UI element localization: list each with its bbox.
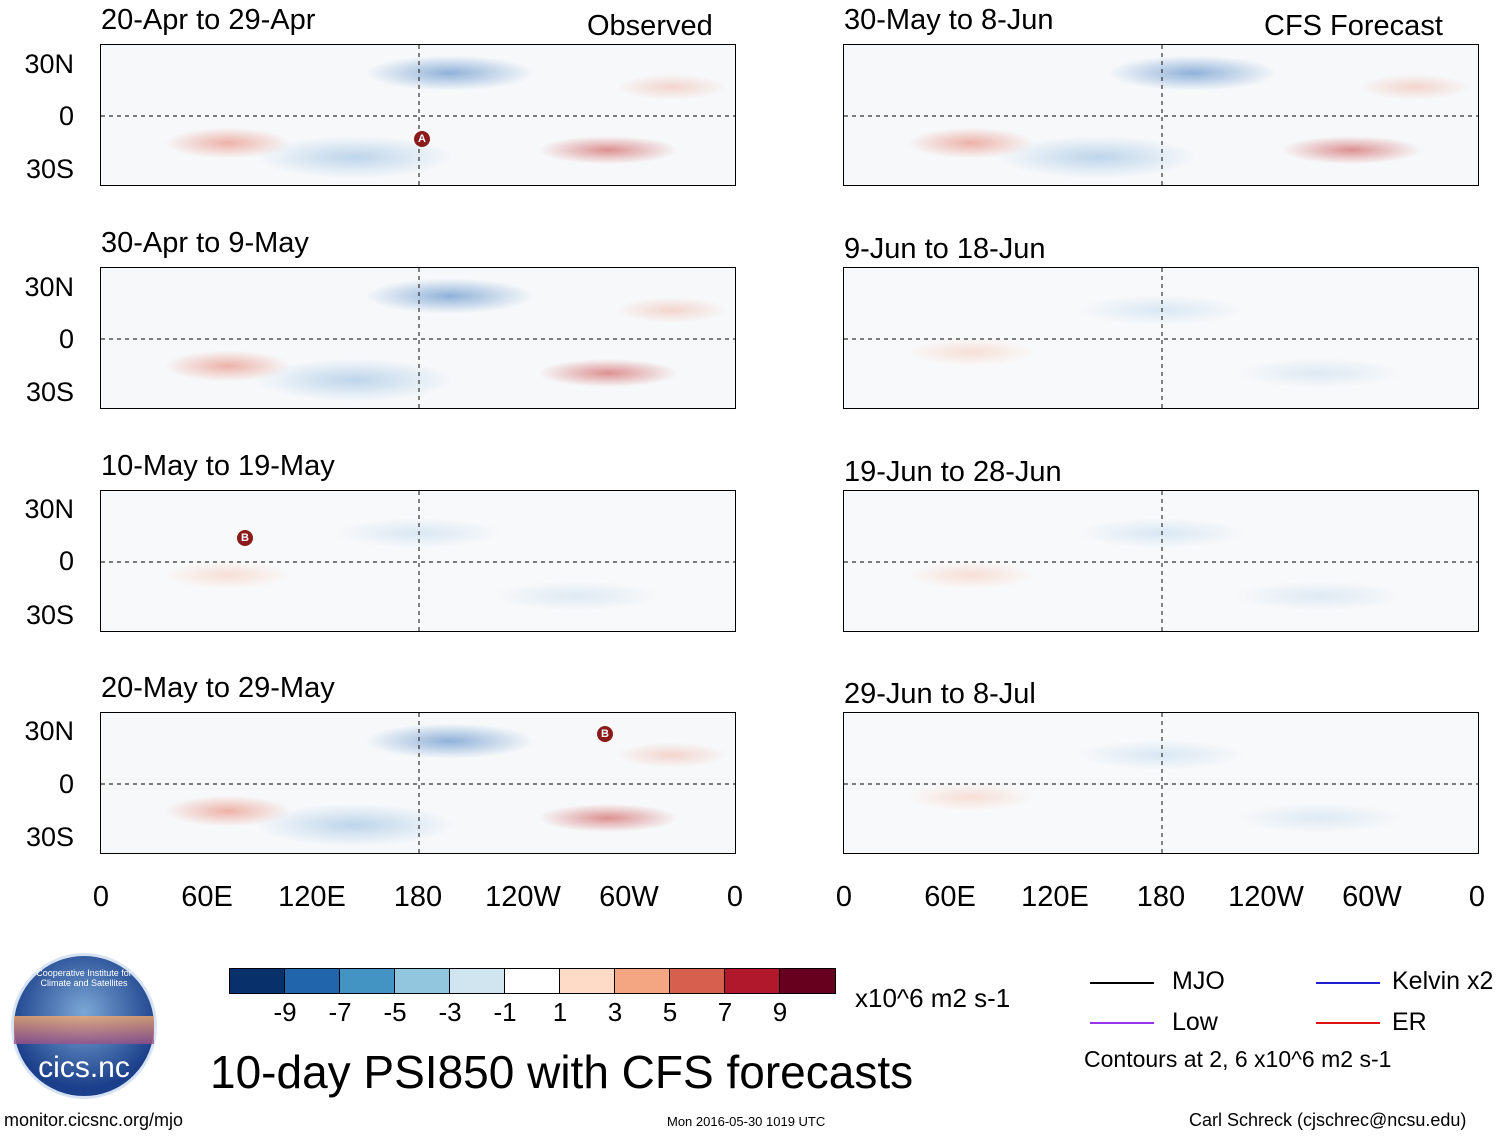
legend-low-line: [1090, 1022, 1154, 1024]
colorbar-tick: 3: [607, 997, 623, 1027]
logo-mountain: [14, 1016, 154, 1044]
colorbar-swatch: [450, 969, 505, 993]
map-panel-observed-1: [100, 44, 736, 186]
colorbar-swatch: [340, 969, 395, 993]
x-tick: 0: [835, 881, 853, 913]
colorbar-swatch: [230, 969, 285, 993]
panel-grid: [101, 713, 735, 853]
x-tick: 0: [726, 881, 744, 913]
map-panel-observed-4: [100, 712, 736, 854]
y-tick-30s: 30S: [25, 377, 74, 407]
main-title: 10-day PSI850 with CFS forecasts: [210, 1046, 914, 1098]
colorbar-tick: -5: [383, 997, 407, 1027]
colorbar-swatch: [505, 969, 560, 993]
forecast-label: CFS Forecast: [1264, 10, 1443, 42]
colorbar-tick: 5: [662, 997, 678, 1027]
x-tick: 0: [92, 881, 110, 913]
colorbar-swatch: [395, 969, 450, 993]
y-tick-30n: 30N: [24, 49, 74, 79]
y-tick-30s: 30S: [25, 822, 74, 852]
x-tick: 0: [1468, 881, 1486, 913]
panel-grid: [101, 491, 735, 631]
colorbar-tick: -3: [438, 997, 462, 1027]
forecast-panel-title: 29-Jun to 8-Jul: [844, 678, 1036, 710]
panel-grid: [844, 268, 1478, 408]
y-tick-30s: 30S: [25, 154, 74, 184]
x-tick: 180: [393, 881, 443, 913]
colorbar-tick: 7: [717, 997, 733, 1027]
panel-grid: [844, 713, 1478, 853]
marker-b: B: [237, 530, 253, 546]
colorbar-swatch: [560, 969, 615, 993]
legend-er-line: [1316, 1022, 1380, 1024]
colorbar-swatch: [285, 969, 340, 993]
observed-panel-title: 30-Apr to 9-May: [101, 227, 309, 259]
legend-low-label: Low: [1172, 1008, 1218, 1036]
colorbar-units: x10^6 m2 s-1: [855, 983, 1011, 1013]
cics-logo: Cooperative Institute for Climate and Sa…: [11, 953, 157, 1099]
contours-note: Contours at 2, 6 x10^6 m2 s-1: [1084, 1046, 1392, 1072]
x-tick: 120W: [485, 881, 561, 913]
observed-panel-title: 20-Apr to 29-Apr: [101, 4, 316, 36]
map-panel-observed-3: [100, 490, 736, 632]
legend-er-label: ER: [1392, 1008, 1427, 1036]
colorbar-tick: -9: [273, 997, 297, 1027]
colorbar-tick: 1: [552, 997, 568, 1027]
y-tick-0: 0: [58, 546, 74, 576]
x-tick: 120W: [1228, 881, 1304, 913]
forecast-panel-title: 30-May to 8-Jun: [844, 4, 1054, 36]
observed-label: Observed: [587, 10, 713, 42]
y-tick-30n: 30N: [24, 716, 74, 746]
colorbar-swatch: [725, 969, 780, 993]
map-panel-observed-2: [100, 267, 736, 409]
y-tick-30n: 30N: [24, 494, 74, 524]
footer-url[interactable]: monitor.cicsnc.org/mjo: [4, 1110, 184, 1130]
x-tick: 120E: [278, 881, 346, 913]
y-tick-30n: 30N: [24, 272, 74, 302]
x-tick: 60W: [1342, 881, 1402, 913]
colorbar-tick: -7: [328, 997, 352, 1027]
legend-kelvin-label: Kelvin x2: [1392, 967, 1494, 995]
panel-grid: [101, 45, 735, 185]
y-tick-0: 0: [58, 101, 74, 131]
map-panel-forecast-4: [843, 712, 1479, 854]
colorbar-tick: -1: [493, 997, 517, 1027]
y-tick-0: 0: [58, 324, 74, 354]
logo-ring-text: Cooperative Institute for Climate and Sa…: [36, 968, 132, 988]
legend-mjo-line: [1090, 982, 1154, 984]
x-tick: 60W: [599, 881, 659, 913]
colorbar-tick: 9: [772, 997, 788, 1027]
map-panel-forecast-3: [843, 490, 1479, 632]
x-tick: 180: [1136, 881, 1186, 913]
map-panel-forecast-2: [843, 267, 1479, 409]
colorbar-swatch: [670, 969, 725, 993]
map-panel-forecast-1: [843, 44, 1479, 186]
logo-text: cics.nc: [38, 1051, 130, 1084]
legend-kelvin-line: [1316, 982, 1380, 984]
colorbar-swatch: [780, 969, 835, 993]
colorbar: [229, 968, 836, 994]
observed-panel-title: 10-May to 19-May: [101, 450, 335, 482]
marker-b: B: [597, 726, 613, 742]
forecast-panel-title: 9-Jun to 18-Jun: [844, 233, 1046, 265]
panel-grid: [101, 268, 735, 408]
legend-mjo-label: MJO: [1172, 967, 1225, 995]
x-tick: 60E: [181, 881, 233, 913]
marker-a: A: [414, 131, 430, 147]
y-tick-30s: 30S: [25, 600, 74, 630]
footer-author: Carl Schreck (cjschrec@ncsu.edu): [1189, 1110, 1467, 1130]
x-tick: 120E: [1021, 881, 1089, 913]
x-tick: 60E: [924, 881, 976, 913]
panel-grid: [844, 491, 1478, 631]
colorbar-swatch: [615, 969, 670, 993]
y-tick-0: 0: [58, 769, 74, 799]
panel-grid: [844, 45, 1478, 185]
observed-panel-title: 20-May to 29-May: [101, 672, 335, 704]
footer-timestamp: Mon 2016-05-30 1019 UTC: [667, 1114, 826, 1129]
forecast-panel-title: 19-Jun to 28-Jun: [844, 456, 1062, 488]
